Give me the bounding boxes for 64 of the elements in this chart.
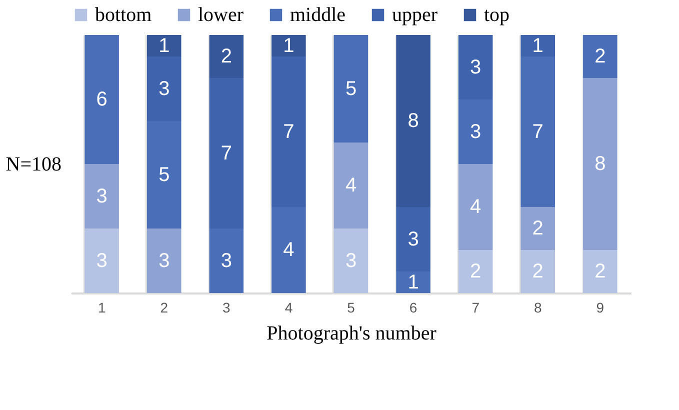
data-label: 1: [408, 271, 419, 294]
data-label: 7: [283, 120, 294, 143]
data-label: 7: [220, 142, 232, 164]
bar: [272, 35, 306, 56]
data-label: 2: [594, 46, 606, 68]
x-tick-label: 1: [98, 300, 106, 316]
data-label: 3: [96, 250, 108, 272]
x-tick-label: 8: [534, 300, 542, 316]
data-label: 8: [594, 153, 606, 175]
bar: [520, 207, 556, 250]
bar: [334, 142, 368, 228]
bar: [583, 250, 618, 293]
data-label: 1: [283, 34, 294, 57]
data-label: 3: [408, 228, 419, 250]
bar: [84, 228, 119, 293]
bar: [84, 164, 119, 228]
bar: [334, 228, 368, 293]
data-label: 8: [408, 110, 419, 132]
data-label: 6: [96, 88, 108, 110]
x-tick-label: 3: [222, 300, 231, 316]
data-label: 5: [345, 78, 357, 100]
data-label: 4: [345, 174, 357, 196]
data-label: 4: [283, 239, 294, 261]
data-label: 5: [158, 164, 170, 186]
data-label: 4: [470, 196, 482, 218]
bar: [583, 35, 618, 78]
data-label: 2: [594, 260, 606, 282]
legend-label: upper: [392, 4, 438, 26]
x-axis-title: Photograph's number: [266, 322, 437, 344]
data-label: 7: [532, 120, 544, 143]
x-tick-label: 2: [160, 300, 168, 316]
y-axis-title: N=108: [6, 154, 62, 176]
bar: [520, 250, 556, 293]
data-label: 3: [96, 185, 108, 208]
legend-label: bottom: [95, 4, 152, 26]
x-tick-label: 9: [596, 300, 604, 316]
x-tick-label: 7: [472, 300, 480, 316]
data-label: 1: [532, 34, 544, 57]
data-label: 2: [470, 260, 482, 282]
bar: [146, 228, 182, 293]
data-label: 2: [532, 260, 544, 282]
x-tick-label: 5: [347, 300, 356, 316]
legend-label: top: [484, 4, 510, 26]
data-label: 3: [158, 250, 170, 272]
x-tick-label: 6: [409, 300, 418, 316]
data-label: 3: [158, 78, 170, 100]
bar: [458, 164, 493, 250]
bar: [396, 35, 430, 207]
data-label: 3: [470, 56, 482, 78]
bar: [583, 78, 618, 250]
data-label: 1: [158, 34, 170, 57]
data-label: 3: [345, 250, 357, 272]
bar: [146, 35, 182, 56]
bar: [458, 250, 493, 293]
legend-label: middle: [290, 4, 346, 26]
bar: [84, 35, 119, 164]
legend-label: lower: [198, 4, 244, 26]
data-label: 3: [220, 250, 232, 272]
data-label: 3: [470, 120, 482, 143]
x-tick-label: 4: [284, 300, 293, 316]
data-label: 2: [532, 218, 544, 240]
bar: [334, 35, 368, 142]
data-label: 2: [220, 46, 232, 68]
bar: [209, 35, 244, 78]
